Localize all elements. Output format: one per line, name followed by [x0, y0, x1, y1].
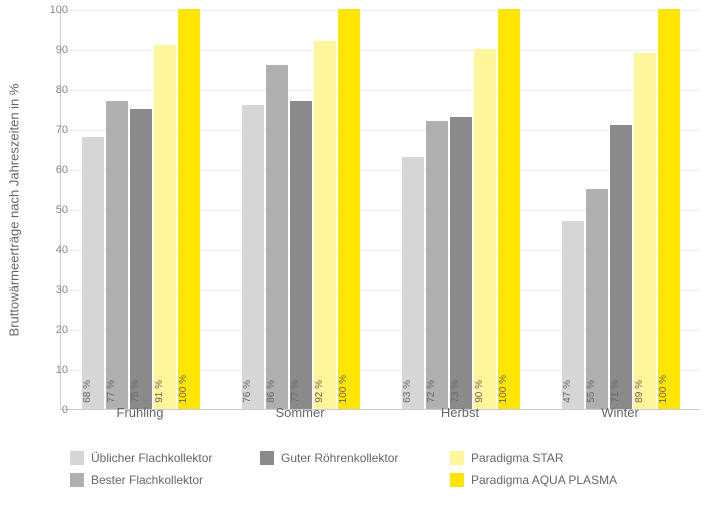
bar: 73 % — [450, 117, 472, 409]
y-tick-label: 80 — [38, 84, 68, 96]
y-tick-label: 90 — [38, 44, 68, 56]
bar: 92 % — [314, 41, 336, 409]
legend-label: Bester Flachkollektor — [91, 473, 203, 487]
legend-column: Paradigma STAR Paradigma AQUA PLASMA — [450, 450, 617, 494]
y-tick-label: 30 — [38, 284, 68, 296]
legend-label: Paradigma AQUA PLASMA — [471, 473, 617, 487]
bar-value-label: 55 % — [586, 380, 608, 403]
bar-value-label: 73 % — [450, 380, 472, 403]
legend-column: Guter Röhrenkollektor — [260, 450, 398, 472]
bar-value-label: 71 % — [610, 380, 632, 403]
bar-value-label: 77 % — [106, 380, 128, 403]
bar-value-label: 89 % — [634, 380, 656, 403]
bar: 91 % — [154, 45, 176, 409]
y-tick-label: 70 — [38, 124, 68, 136]
legend-item: Paradigma STAR — [450, 450, 617, 466]
plot-area: 68 %77 %75 %91 %100 %76 %86 %77 %92 %100… — [60, 10, 700, 410]
legend-swatch — [450, 473, 464, 487]
bar: 77 % — [106, 101, 128, 409]
legend-swatch — [450, 451, 464, 465]
bar-value-label: 86 % — [266, 380, 288, 403]
bar-value-label: 100 % — [338, 375, 360, 403]
bar: 90 % — [474, 49, 496, 409]
bar: 55 % — [586, 189, 608, 409]
x-tick-label: Sommer — [230, 405, 370, 420]
bar-group: 63 %72 %73 %90 %100 % — [402, 10, 520, 409]
legend-item: Üblicher Flachkollektor — [70, 450, 212, 466]
legend-item: Guter Röhrenkollektor — [260, 450, 398, 466]
legend-swatch — [260, 451, 274, 465]
y-tick-label: 10 — [38, 364, 68, 376]
bar-value-label: 63 % — [402, 380, 424, 403]
x-tick-label: Frühling — [70, 405, 210, 420]
bar-value-label: 91 % — [154, 380, 176, 403]
legend-label: Guter Röhrenkollektor — [281, 451, 398, 465]
legend-label: Paradigma STAR — [471, 451, 563, 465]
bar: 47 % — [562, 221, 584, 409]
bar-value-label: 68 % — [82, 380, 104, 403]
bar: 77 % — [290, 101, 312, 409]
bar-group: 68 %77 %75 %91 %100 % — [82, 10, 200, 409]
legend-label: Üblicher Flachkollektor — [91, 451, 212, 465]
bar-value-label: 100 % — [178, 375, 200, 403]
y-tick-label: 0 — [38, 404, 68, 416]
bar: 63 % — [402, 157, 424, 409]
y-tick-label: 60 — [38, 164, 68, 176]
bar-value-label: 77 % — [290, 380, 312, 403]
bar: 72 % — [426, 121, 448, 409]
y-tick-label: 40 — [38, 244, 68, 256]
bar: 100 % — [338, 9, 360, 409]
bar-group: 47 %55 %71 %89 %100 % — [562, 10, 680, 409]
y-tick-label: 20 — [38, 324, 68, 336]
bar-value-label: 100 % — [498, 375, 520, 403]
bar-value-label: 75 % — [130, 380, 152, 403]
legend-item: Paradigma AQUA PLASMA — [450, 472, 617, 488]
bar-group: 76 %86 %77 %92 %100 % — [242, 10, 360, 409]
y-tick-label: 100 — [38, 4, 68, 16]
x-tick-label: Winter — [550, 405, 690, 420]
legend-swatch — [70, 451, 84, 465]
bar: 100 % — [178, 9, 200, 409]
legend-item: Bester Flachkollektor — [70, 472, 212, 488]
bar: 71 % — [610, 125, 632, 409]
bar-value-label: 92 % — [314, 380, 336, 403]
legend-column: Üblicher Flachkollektor Bester Flachkolle… — [70, 450, 212, 494]
bar: 100 % — [498, 9, 520, 409]
bar: 86 % — [266, 65, 288, 409]
bar: 100 % — [658, 9, 680, 409]
y-axis-label: Bruttowärmeerträge nach Jahreszeiten in … — [7, 84, 22, 337]
bar-value-label: 76 % — [242, 380, 264, 403]
bar: 76 % — [242, 105, 264, 409]
bar: 68 % — [82, 137, 104, 409]
y-tick-label: 50 — [38, 204, 68, 216]
bar-value-label: 47 % — [562, 380, 584, 403]
legend-swatch — [70, 473, 84, 487]
bar-value-label: 90 % — [474, 380, 496, 403]
bar-chart: 68 %77 %75 %91 %100 %76 %86 %77 %92 %100… — [60, 10, 700, 430]
bar: 75 % — [130, 109, 152, 409]
bar-value-label: 100 % — [658, 375, 680, 403]
bar-value-label: 72 % — [426, 380, 448, 403]
x-tick-label: Herbst — [390, 405, 530, 420]
bar: 89 % — [634, 53, 656, 409]
